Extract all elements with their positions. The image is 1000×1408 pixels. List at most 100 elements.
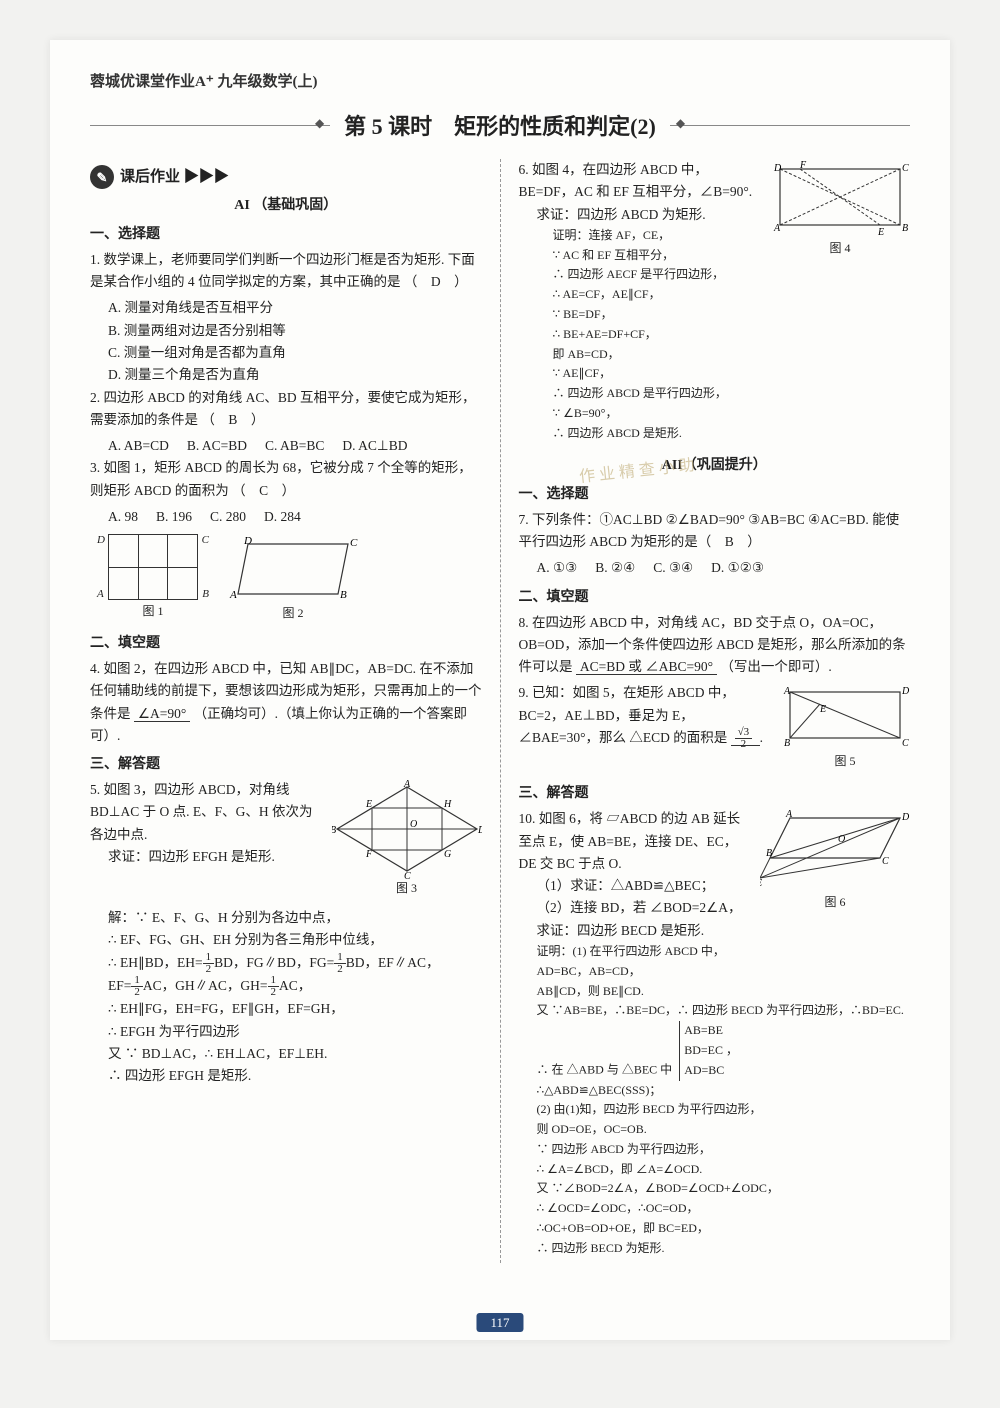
q6-p7: 即 AB=CD， [519,345,911,365]
page-number-badge: 117 [476,1313,523,1332]
q2-optB: B. AC=BD [187,435,247,457]
q3-optB: B. 196 [156,506,192,528]
svg-text:C: C [404,871,411,879]
ai-banner: AI （基础巩固） [90,194,482,217]
figure-4-svg: D F C A E B [770,159,910,239]
q10-p1: 证明：(1) 在平行四边形 ABCD 中， [519,942,911,962]
figure-6: A D B C E O 图 6 [760,808,910,913]
q2-optA: A. AB=CD [108,435,169,457]
q8-blank: AC=BD 或 ∠ABC=90° [576,659,717,675]
page-number: 117 [476,1314,523,1332]
q9-stem-b: . [760,730,763,745]
q5-p1: 解：∵ E、F、G、H 分别为各边中点， [90,907,482,929]
q7-optB: B. ②④ [595,557,635,579]
svg-text:C: C [350,537,358,549]
q10-p12: ∴ ∠OCD=∠ODC，∴OC=OD， [519,1199,911,1219]
svg-text:E: E [365,799,372,810]
q7-optA: A. ①③ [537,557,578,579]
clock-icon: ✎ [90,165,114,189]
q1-optA: A. 测量对角线是否互相平分 [90,297,482,319]
sec-solve-heading: 三、解答题 [90,753,482,776]
q10-p3: AB∥CD，则 BE∥CD. [519,982,911,1002]
q8-stem-b: （写出一个即可）. [720,659,831,674]
figure-3-caption: 图 3 [332,879,482,899]
q10-p5: ∴ 在 △ABD 与 △BEC 中 AB=BE BD=EC ， AD=BC [519,1021,911,1080]
svg-text:D: D [901,686,910,697]
q3-optD: D. 284 [264,506,301,528]
q10-p13: ∴OC+OB=OD+OE，即 BC=ED， [519,1219,911,1239]
q9-blank: √32 [731,730,760,746]
q10-p7: (2) 由(1)知，四边形 BECD 为平行四边形， [519,1100,911,1120]
lesson-title-row: 第 5 课时 矩形的性质和判定(2) [90,109,910,141]
q3-optA: A. 98 [108,506,138,528]
rule-right [670,125,910,126]
q1-optC: C. 测量一组对角是否都为直角 [90,342,482,364]
q3-optC: C. 280 [210,506,246,528]
figure-1: D C A B 图 1 [108,534,198,624]
sec-choice-heading-r: 一、选择题 [519,483,911,506]
svg-text:O: O [410,819,417,830]
q6-p11: ∴ 四边形 ABCD 是矩形. [519,424,911,444]
q5-p3: ∴ EH∥BD，EH=12BD，FG∥BD，FG=12BD，EF∥AC， [90,952,482,975]
q10-p8: 则 OD=OE，OC=OB. [519,1120,911,1140]
q10: A D B C E O 图 6 10. 如图 6，将 ▱ABCD 的边 AB 延… [519,808,911,1258]
svg-text:D: D [773,163,782,174]
q2-optC: C. AB=BC [265,435,324,457]
lesson-title: 第 5 课时 矩形的性质和判定(2) [330,109,670,141]
q6-p5: ∵ BE=DF， [519,305,911,325]
svg-text:A: A [229,589,237,601]
q9-stem-a: 9. 已知：如图 5，在矩形 ABCD 中，BC=2，AE⊥BD，垂足为 E，∠… [519,685,735,745]
svg-text:D: D [243,535,252,547]
aii-banner: AII（巩固提升） [519,454,911,477]
figure-2-svg: D C A B [228,534,358,604]
q5-p6: ∴ EFGH 为平行四边形 [90,1021,482,1043]
q6-p9: ∴ 四边形 ABCD 是平行四边形， [519,384,911,404]
q10-p9: ∵ 四边形 ABCD 为平行四边形， [519,1140,911,1160]
figure-1-caption: 图 1 [108,602,198,622]
sec-choice-heading: 一、选择题 [90,223,482,246]
q1-optD: D. 测量三个角是否为直角 [90,364,482,386]
q3-figures: D C A B 图 1 D C A B 图 2 [90,528,482,626]
q3-options: A. 98 B. 196 C. 280 D. 284 [90,506,482,528]
q5-p5: ∴ EH∥FG，EH=FG，EF∥GH，EF=GH， [90,998,482,1020]
figure-3-svg: A D C B E H G F O [332,779,482,879]
svg-text:B: B [902,223,908,234]
svg-text:A: A [785,809,793,820]
q10-p14: ∴ 四边形 BECD 为矩形. [519,1239,911,1259]
figure-5-caption: 图 5 [780,752,910,772]
q6-p8: ∵ AE∥CF， [519,364,911,384]
q10-p4: 又 ∵AB=BE，∴BE=DC，∴ 四边形 BECD 为平行四边形，∴BD=EC… [519,1001,911,1021]
q5-p8: ∴ 四边形 EFGH 是矩形. [90,1065,482,1087]
svg-text:B: B [784,738,790,749]
svg-text:O: O [838,834,845,845]
sec-solve-heading-r: 三、解答题 [519,782,911,805]
q2-answer: （ B ） [201,409,264,431]
q5-p2: ∴ EF、FG、GH、EH 分别为各三角形中位线， [90,929,482,951]
svg-text:F: F [799,160,807,171]
q7: 7. 下列条件：①AC⊥BD ②∠BAD=90° ③AB=BC ④AC=BD. … [519,509,911,554]
svg-text:B: B [340,589,347,601]
q1-answer: （ D ） [404,271,468,293]
column-divider [500,159,501,1263]
q2-optD: D. AC⊥BD [342,435,407,457]
q6-p4: ∴ AE=CF，AE∥CF， [519,285,911,305]
q10-p6: ∴△ABD≌△BEC(SSS)； [519,1081,911,1101]
figure-4: D F C A E B 图 4 [770,159,910,259]
book-header: 蓉城优课堂作业A⁺ 九年级数学(上) [90,70,910,91]
homework-badge: ✎ 课后作业 ▶▶▶ [90,165,482,190]
q3: 3. 如图 1，矩形 ABCD 的周长为 68，它被分成 7 个全等的矩形，则矩… [90,457,482,502]
svg-text:H: H [443,799,452,810]
svg-text:E: E [877,227,884,238]
q10-p2: AD=BC，AB=CD， [519,962,911,982]
figure-2: D C A B 图 2 [228,534,358,624]
figure-6-caption: 图 6 [760,893,910,913]
svg-text:D: D [477,825,482,836]
q7-stem: 7. 下列条件：①AC⊥BD ②∠BAD=90° ③AB=BC ④AC=BD. … [519,512,900,549]
q1-optB: B. 测量两组对边是否分别相等 [90,320,482,342]
worksheet-page: 蓉城优课堂作业A⁺ 九年级数学(上) 第 5 课时 矩形的性质和判定(2) ✎ … [50,40,950,1340]
q2: 2. 四边形 ABCD 的对角线 AC、BD 互相平分，要使它成为矩形，需要添加… [90,387,482,432]
q5: A D C B E H G F O 图 3 5. 如图 3，四边形 ABCD，对… [90,779,482,903]
svg-text:A: A [783,686,791,697]
svg-text:C: C [902,738,909,749]
q7-options: A. ①③ B. ②④ C. ③④ D. ①②③ [519,557,911,579]
